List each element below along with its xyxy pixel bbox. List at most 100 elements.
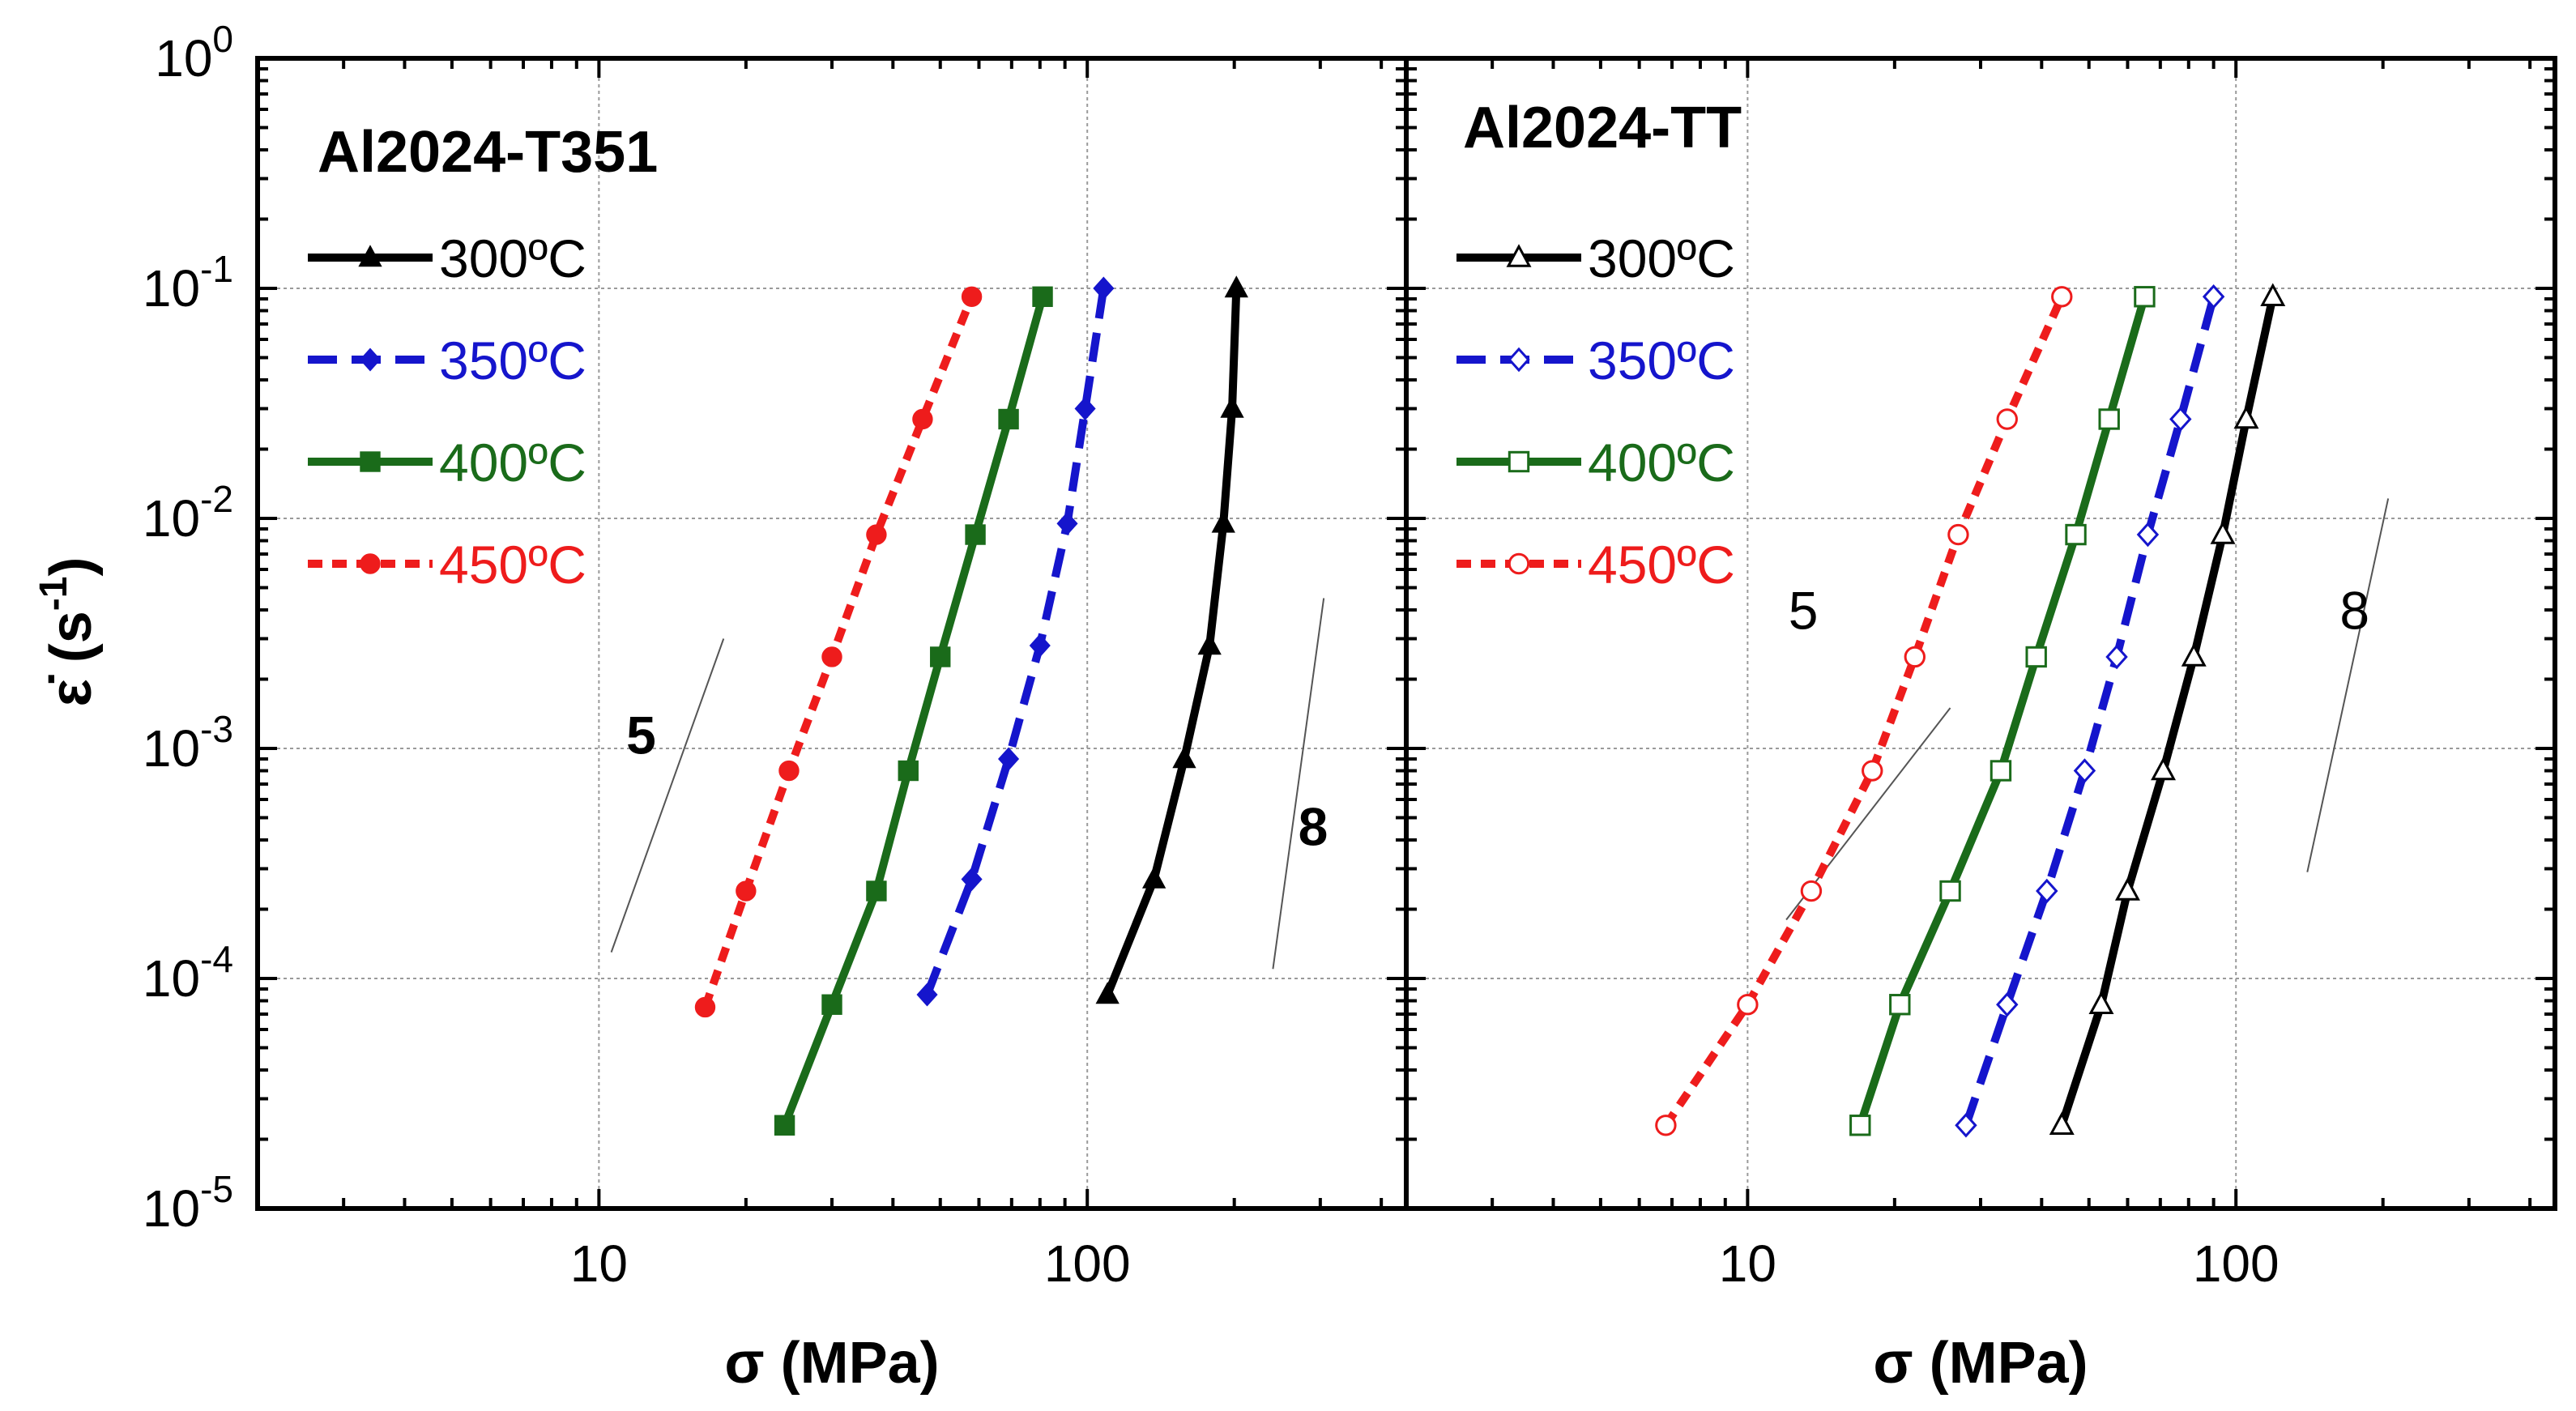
triangle-marker: [2181, 643, 2207, 667]
square-marker: [1849, 1115, 1871, 1136]
slope-guide-line: [610, 638, 725, 953]
diamond-marker: [2169, 407, 2192, 432]
triangle-marker: [2233, 405, 2259, 429]
circle-marker: [961, 286, 983, 307]
circle-marker: [736, 880, 757, 902]
series-line: [780, 295, 1047, 1128]
slope-label: 5: [626, 705, 656, 765]
panel-title: Al2024-T351: [318, 120, 658, 185]
plot-frame: [255, 56, 1409, 1211]
diamond-marker: [1029, 633, 1051, 658]
x-axis-title: σ (MPa): [724, 1331, 939, 1396]
series-350ºC: [1955, 284, 2225, 1138]
circle-marker: [1655, 1115, 1677, 1136]
square-marker: [1508, 450, 1530, 473]
x-axis-title: σ (MPa): [1873, 1331, 2088, 1396]
series-300ºC: [1095, 275, 1248, 1004]
legend-label: 450ºC: [1588, 535, 1735, 595]
square-marker: [821, 994, 842, 1015]
square-marker: [360, 451, 381, 472]
diamond-marker: [1093, 276, 1115, 301]
circle-marker: [360, 553, 381, 574]
square-marker: [774, 1115, 795, 1136]
circle-marker: [1904, 646, 1926, 668]
series-line: [1662, 295, 2066, 1128]
series-line: [1856, 295, 2149, 1127]
triangle-marker: [1220, 395, 1244, 418]
diamond-marker: [1996, 991, 2019, 1017]
y-tick-label: 10-2: [143, 478, 233, 548]
circle-marker: [1800, 880, 1823, 902]
legend-entry: 400ºC: [308, 433, 586, 492]
slope-guide-line: [1272, 598, 1325, 970]
legend-entry: 450ºC: [1456, 535, 1735, 595]
slope-label: 8: [1299, 796, 1329, 856]
diamond-marker: [2105, 644, 2128, 670]
triangle-marker: [1197, 633, 1222, 655]
triangle-marker: [2114, 877, 2140, 901]
circle-marker: [694, 996, 716, 1018]
plot-frame: [1404, 56, 2557, 1211]
series-350ºC: [916, 276, 1115, 1007]
circle-marker: [2051, 286, 2073, 308]
circle-marker: [1996, 408, 2018, 430]
square-marker: [1990, 760, 2012, 782]
triangle-marker: [2049, 1111, 2075, 1136]
diamond-marker: [961, 867, 983, 891]
legend-label: 350ºC: [439, 330, 586, 390]
series-400ºC: [1849, 286, 2156, 1136]
circle-marker: [778, 760, 800, 782]
x-tick-label: 10: [570, 1234, 628, 1293]
series-line: [1962, 295, 2218, 1127]
y-tick-label: 10-1: [143, 248, 233, 318]
square-marker: [930, 646, 951, 667]
y-tick-label: 100: [155, 18, 233, 87]
legend-label: 450ºC: [439, 535, 586, 595]
legend-label: 400ºC: [1588, 433, 1735, 492]
triangle-marker: [1224, 275, 1248, 298]
legend-entry: 450ºC: [308, 535, 586, 595]
triangle-marker: [2088, 991, 2114, 1014]
triangle-marker: [358, 245, 382, 267]
series-450ºC: [1655, 286, 2073, 1136]
circle-marker: [1947, 523, 1969, 546]
square-marker: [898, 760, 919, 782]
square-marker: [866, 880, 887, 902]
triangle-marker: [2151, 757, 2177, 781]
x-tick-label: 10: [1719, 1234, 1776, 1293]
legend-label: 300ºC: [1588, 228, 1735, 288]
diamond-marker: [1056, 511, 1078, 535]
square-marker: [1939, 880, 1961, 902]
diamond-marker: [1074, 397, 1096, 420]
y-tick-label: 10-5: [143, 1168, 233, 1238]
y-axis-title-text: ε̇ (s-1): [32, 557, 104, 707]
series-300ºC: [2049, 283, 2286, 1136]
panel-title: Al2024-TT: [1463, 96, 1742, 160]
square-marker: [2065, 523, 2087, 546]
x-tick-label: 100: [1044, 1234, 1131, 1293]
square-marker: [998, 408, 1019, 430]
slope-label: 8: [2339, 581, 2369, 641]
left-panel: 5 8 10 100 10-5 10-4 10-3 10-2 10-1 100 σ (MPa) Al2…: [143, 18, 1409, 1396]
diamond-marker: [916, 983, 938, 1007]
triangle-marker: [1141, 866, 1166, 889]
square-marker: [965, 524, 986, 545]
legend-entry: 350ºC: [308, 330, 586, 390]
triangle-marker: [2210, 521, 2236, 544]
square-marker: [2025, 646, 2047, 668]
circle-marker: [1508, 552, 1530, 575]
series-line: [1103, 288, 1241, 996]
slope-label: 5: [1789, 581, 1819, 641]
legend-entry: 350ºC: [1456, 330, 1735, 390]
y-tick-label: 10-3: [143, 708, 233, 778]
y-axis-title: ε̇ (s-1): [32, 557, 104, 707]
square-marker: [2098, 408, 2120, 430]
diamond-marker: [359, 347, 382, 372]
series-400ºC: [774, 286, 1053, 1136]
series-line: [2058, 296, 2277, 1127]
diamond-marker: [2136, 522, 2160, 548]
circle-marker: [912, 408, 933, 430]
legend-entry: 400ºC: [1456, 433, 1735, 492]
triangle-marker: [1506, 244, 1532, 267]
